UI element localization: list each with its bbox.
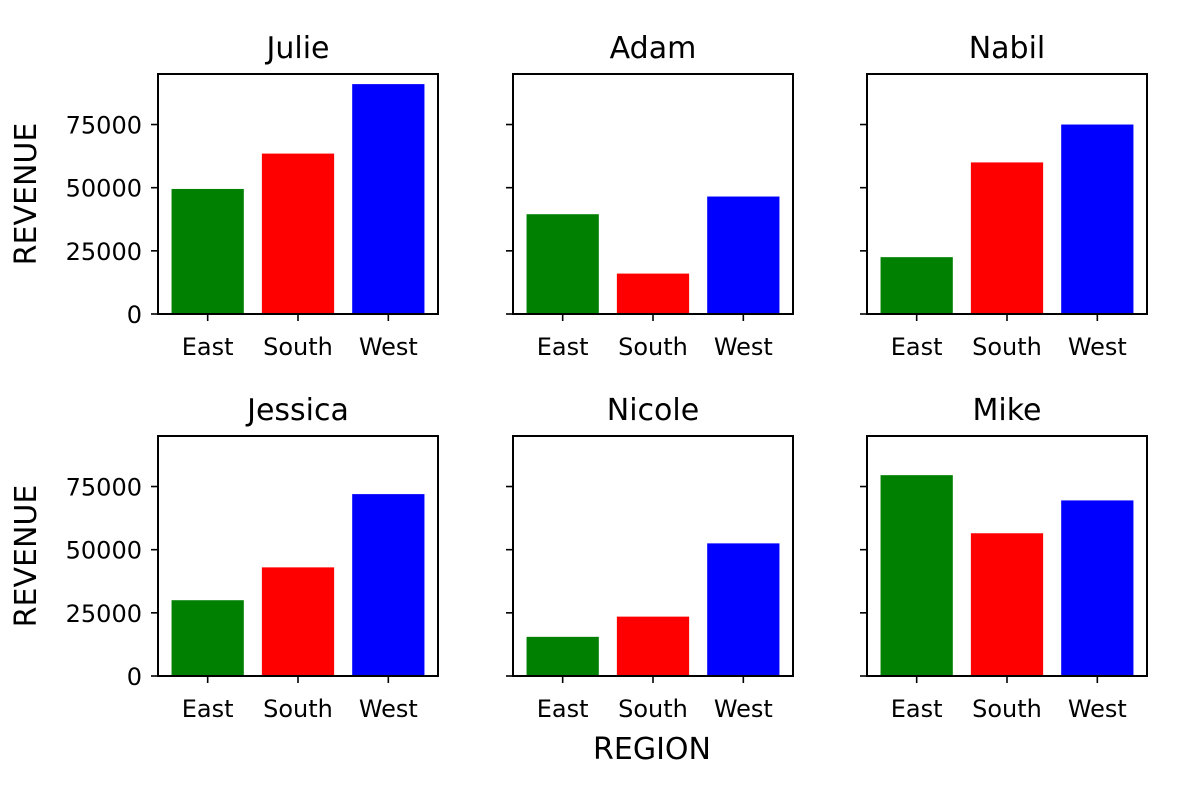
bar-nabil-east bbox=[880, 257, 953, 314]
bar-mike-south bbox=[970, 533, 1044, 676]
y-tick-label: 25000 bbox=[66, 600, 142, 628]
x-tick-label: South bbox=[972, 333, 1042, 361]
bar-adam-east bbox=[526, 214, 599, 314]
x-tick-label: East bbox=[182, 695, 234, 723]
bar-mike-east bbox=[880, 475, 953, 676]
x-tick-label: West bbox=[714, 333, 773, 361]
y-tick-label: 25000 bbox=[66, 238, 142, 266]
bar-jessica-south bbox=[261, 567, 335, 676]
bar-julie-south bbox=[261, 153, 335, 314]
subplot-julie: Julie East South West 0 25000 50000 75000 REVENU… bbox=[9, 31, 439, 361]
x-tick-label: West bbox=[1068, 695, 1127, 723]
subplot-jessica: Jessica East South West 0 25000 50000 75000 REVE… bbox=[9, 393, 439, 723]
bar-jessica-east bbox=[171, 600, 244, 676]
x-tick-label: East bbox=[537, 695, 589, 723]
y-tick-label: 50000 bbox=[66, 537, 142, 565]
x-tick-label: West bbox=[359, 333, 418, 361]
bar-nabil-south bbox=[970, 162, 1044, 314]
subplot-title: Nicole bbox=[607, 393, 699, 428]
x-tick-label: South bbox=[972, 695, 1042, 723]
x-tick-label: West bbox=[359, 695, 418, 723]
y-tick-label: 75000 bbox=[66, 112, 142, 140]
y-tick-label: 50000 bbox=[66, 175, 142, 203]
y-tick-label: 0 bbox=[127, 663, 142, 691]
subplot-nabil: Nabil East South West bbox=[860, 31, 1148, 361]
bar-nicole-south bbox=[616, 616, 690, 676]
y-axis-label: REVENUE bbox=[9, 123, 44, 266]
subplot-mike: Mike East South West bbox=[860, 393, 1148, 723]
x-tick-label: South bbox=[263, 333, 333, 361]
subplot-title: Mike bbox=[973, 393, 1042, 428]
subplot-title: Nabil bbox=[969, 31, 1046, 66]
x-tick-label: East bbox=[537, 333, 589, 361]
x-tick-label: East bbox=[182, 333, 234, 361]
y-tick-label: 75000 bbox=[66, 474, 142, 502]
bar-nicole-west bbox=[707, 543, 780, 676]
x-tick-label: West bbox=[1068, 333, 1127, 361]
subplot-grid: Julie East South West 0 25000 50000 75000 REVENU… bbox=[9, 31, 1148, 723]
bar-mike-west bbox=[1061, 500, 1134, 676]
x-tick-label: East bbox=[891, 695, 943, 723]
bar-jessica-west bbox=[352, 494, 425, 676]
subplot-nicole: Nicole East South West bbox=[506, 393, 794, 723]
bar-nabil-west bbox=[1061, 124, 1134, 314]
subplot-adam: Adam East South West bbox=[506, 31, 794, 361]
y-axis-label: REVENUE bbox=[9, 485, 44, 628]
x-axis-label: REGION bbox=[593, 732, 711, 767]
subplot-title: Adam bbox=[610, 31, 697, 66]
subplot-title: Jessica bbox=[245, 393, 349, 428]
bar-nicole-east bbox=[526, 636, 599, 676]
bar-adam-south bbox=[616, 273, 690, 314]
x-tick-label: South bbox=[618, 333, 688, 361]
x-tick-label: South bbox=[618, 695, 688, 723]
x-tick-label: East bbox=[891, 333, 943, 361]
x-tick-label: South bbox=[263, 695, 333, 723]
subplot-title: Julie bbox=[265, 31, 330, 66]
bar-julie-west bbox=[352, 84, 425, 314]
x-tick-label: West bbox=[714, 695, 773, 723]
bar-julie-east bbox=[171, 188, 244, 314]
bar-adam-west bbox=[707, 196, 780, 314]
y-tick-label: 0 bbox=[127, 301, 142, 329]
